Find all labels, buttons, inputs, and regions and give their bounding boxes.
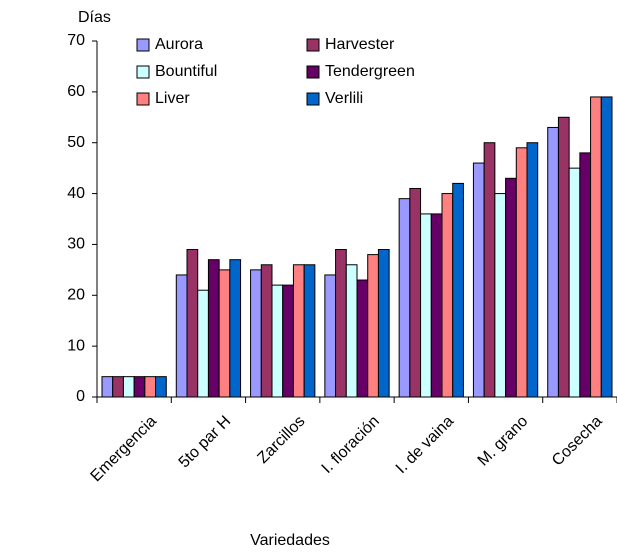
x-tick-label: Cosecha xyxy=(549,413,606,470)
y-tick-label: 10 xyxy=(67,337,85,354)
bar xyxy=(303,264,316,398)
bar xyxy=(505,177,517,398)
y-tick-label: 0 xyxy=(76,388,85,405)
bar xyxy=(420,213,432,398)
bar xyxy=(101,376,114,398)
legend-label: Verlili xyxy=(325,90,363,107)
legend-swatch xyxy=(306,92,320,106)
bar xyxy=(197,289,209,398)
y-tick-label: 20 xyxy=(67,287,85,304)
bar xyxy=(409,187,422,398)
bar xyxy=(590,96,602,398)
bar xyxy=(112,376,124,398)
bar xyxy=(377,249,390,398)
bar xyxy=(600,96,613,398)
y-tick-label: 50 xyxy=(67,134,85,151)
bar xyxy=(557,116,570,398)
bar xyxy=(271,284,284,398)
legend-swatch xyxy=(306,65,320,79)
y-tick-label: 60 xyxy=(67,83,85,100)
bar xyxy=(229,259,242,398)
legend-label: Tendergreen xyxy=(325,63,415,80)
bar xyxy=(133,376,146,398)
bar xyxy=(155,376,167,398)
legend-swatch xyxy=(306,38,320,52)
bar xyxy=(398,198,411,398)
bar xyxy=(568,167,581,398)
bar xyxy=(335,249,347,398)
bar xyxy=(144,376,157,398)
legend-label: Bountiful xyxy=(155,63,217,80)
bar xyxy=(282,284,294,398)
bar xyxy=(250,269,262,398)
legend-label: Harvester xyxy=(325,36,395,53)
bar xyxy=(472,162,485,398)
bar xyxy=(207,259,220,398)
x-tick-label: 5to par H xyxy=(176,413,235,472)
bar xyxy=(324,274,337,398)
bar xyxy=(356,279,369,398)
bar xyxy=(430,213,443,398)
x-axis-label: Variedades xyxy=(250,532,330,549)
bar xyxy=(260,264,273,398)
x-tick-label: I. floración xyxy=(319,413,383,477)
y-axis-label: Días xyxy=(78,9,111,26)
y-tick-label: 70 xyxy=(67,32,85,49)
bar xyxy=(515,147,528,398)
legend-label: Liver xyxy=(155,90,190,107)
bar xyxy=(292,264,305,398)
bar xyxy=(579,152,592,398)
bar xyxy=(483,142,496,398)
x-tick-label: Zarcillos xyxy=(254,413,308,467)
legend-swatch xyxy=(136,38,150,52)
bar xyxy=(367,254,379,398)
bar xyxy=(547,126,559,398)
x-tick-label: M. grano xyxy=(475,413,532,470)
legend-swatch xyxy=(136,92,150,106)
legend-swatch xyxy=(136,65,150,79)
bar xyxy=(186,249,199,398)
bar xyxy=(218,269,231,398)
bar xyxy=(526,142,539,398)
bar xyxy=(441,193,454,398)
x-tick-label: Emergencia xyxy=(88,413,160,485)
bar xyxy=(452,182,464,398)
bar xyxy=(345,264,358,398)
y-tick-label: 30 xyxy=(67,236,85,253)
legend-label: Aurora xyxy=(155,36,203,53)
y-tick-label: 40 xyxy=(67,185,85,202)
bar xyxy=(494,193,507,398)
bar xyxy=(175,274,188,398)
x-tick-label: I. de vaina xyxy=(393,413,457,477)
bar xyxy=(122,376,135,398)
